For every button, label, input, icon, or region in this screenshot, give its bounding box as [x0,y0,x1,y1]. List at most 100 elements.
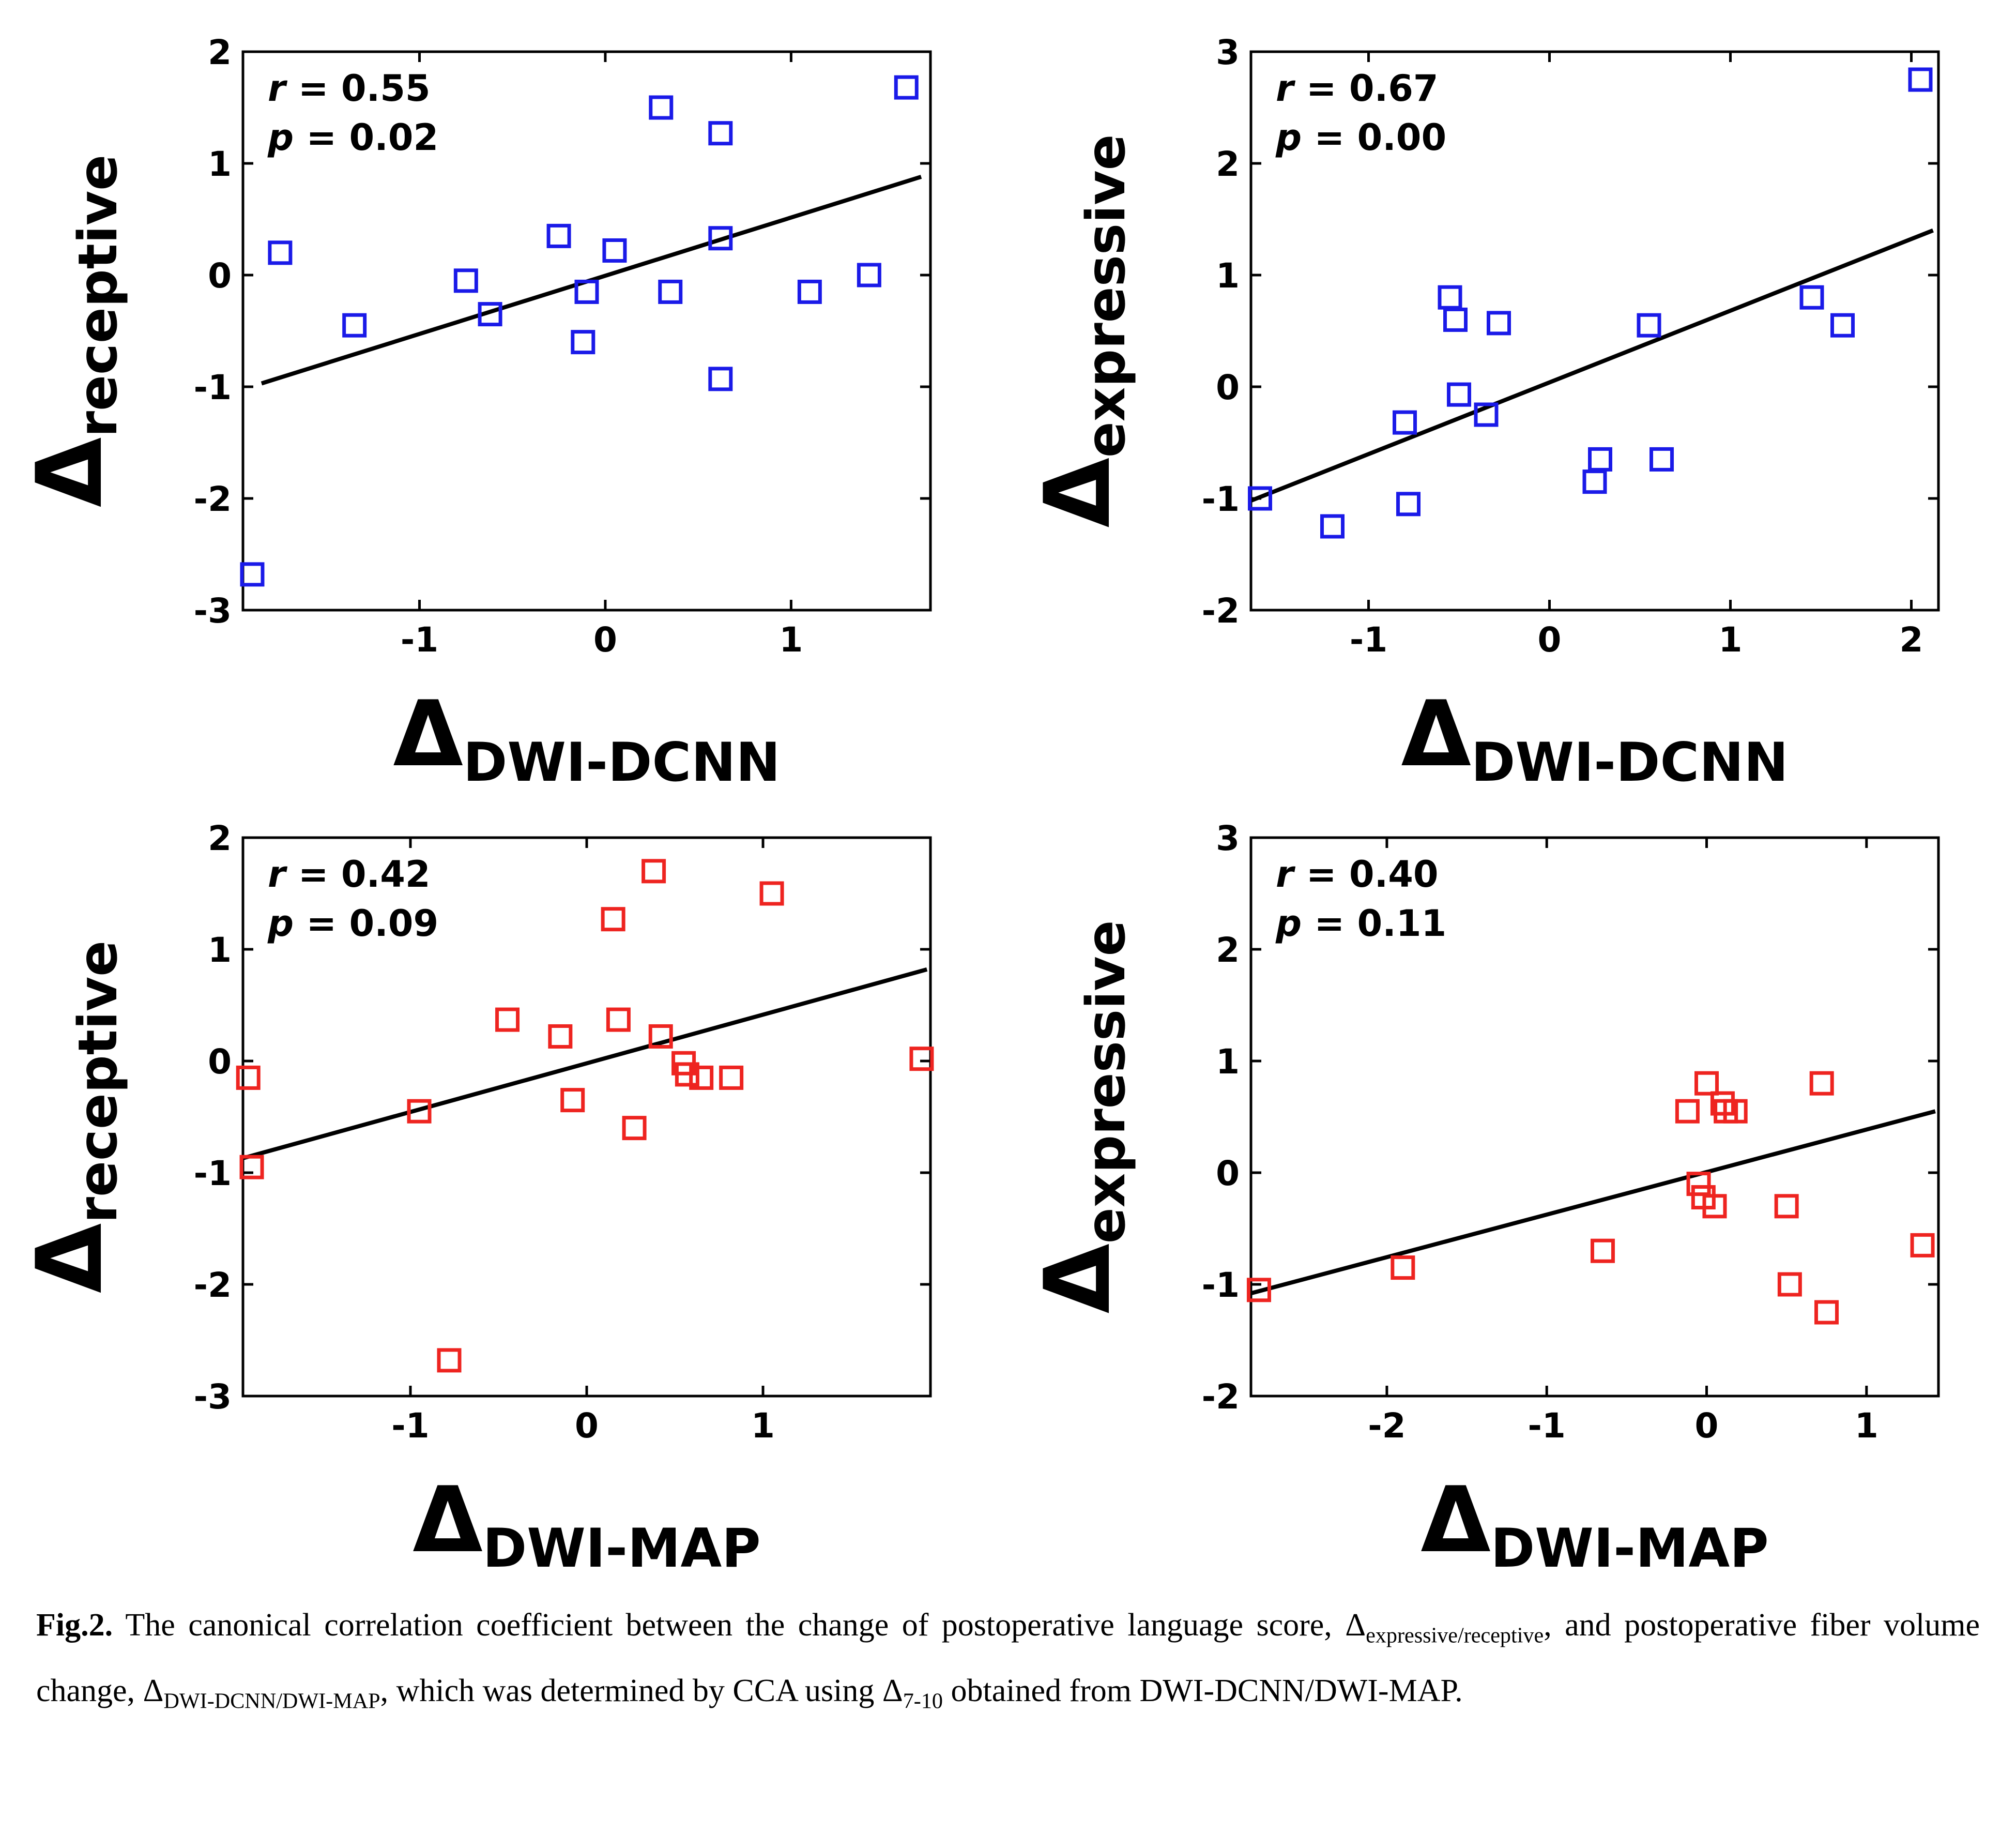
data-point [1702,1194,1727,1219]
data-point [1588,447,1612,472]
plot-expressive-vs-dwi-map: Δexpressive -2 -1 0 1 2 3 -2 -1 0 1 r = 0.40 p = 0.1… [1008,791,2016,1577]
plot-receptive-vs-dwi-dcnn: Δreceptive -3 -2 -1 0 1 2 -1 0 1 r = 0.55 p = 0.02 Δ… [0,5,1008,791]
plot-expressive-vs-dwi-dcnn: Δexpressive -2 -1 0 1 2 3 -1 0 1 2 r = 0.67 p = 0.00… [1008,5,2016,791]
y-tick-label: 1 [208,930,232,970]
data-point [1396,492,1421,517]
y-tick-label: 3 [1216,819,1240,858]
data-point [1710,1091,1735,1116]
caption-text: Δ [1345,1608,1366,1643]
y-axis-label: Δreceptive [18,155,129,507]
r-annotation: r = 0.42 [268,853,431,896]
data-point [1248,486,1272,511]
data-point [648,1024,673,1049]
data-point [1908,67,1933,92]
x-tick-label: 2 [1900,620,1923,660]
y-axis-label: Δexpressive [1026,134,1137,527]
x-axis-label: ΔDWI-MAP [413,1468,760,1577]
data-point [240,562,265,587]
data-point [236,1065,261,1090]
data-point [894,75,919,100]
x-tick-label: 1 [1855,1406,1878,1446]
data-point [708,226,733,251]
y-tick-label: -2 [1202,591,1240,631]
x-tick-label: -1 [391,1406,429,1446]
p-annotation: p = 0.11 [1275,902,1446,945]
x-axis-label: ΔDWI-DCNN [1401,682,1788,791]
y-tick-label: -3 [194,1377,232,1417]
data-point [719,1065,744,1090]
data-point [1393,410,1417,435]
data-point [658,279,683,304]
data-point [1443,307,1468,332]
y-tick-label: 0 [208,256,232,296]
y-tick-label: 0 [208,1042,232,1082]
x-tick-label: -1 [1528,1406,1566,1446]
x-tick-label: 0 [575,1406,599,1446]
data-point [239,1155,264,1179]
y-axis-label: Δreceptive [18,941,129,1293]
data-point [548,1024,573,1049]
scatter-plot: Δexpressive -2 -1 0 1 2 3 -1 0 1 2 r = 0.67 p = 0.00… [1026,33,1940,791]
data-point [622,1116,647,1141]
regression-line [242,967,928,1160]
plot-receptive-vs-dwi-map: Δreceptive -3 -2 -1 0 1 2 -1 0 1 r = 0.42 p = 0.09 Δ… [0,791,1008,1577]
data-point [642,859,666,884]
data-point [602,238,627,263]
data-point [1830,313,1855,338]
r-annotation: r = 0.40 [1276,853,1439,896]
x-tick-label: 1 [751,1406,775,1446]
data-point [759,881,784,906]
data-point [601,907,625,932]
data-point [1582,469,1607,494]
caption-text: Δ [143,1673,164,1709]
caption-text: , which was determined by CCA using [380,1673,882,1709]
data-point [453,268,478,293]
plot-box [1249,836,1940,1398]
data-point [1391,1255,1415,1280]
data-point [1447,382,1471,407]
caption-text: , and postoperative fiber volume change, [36,1608,1980,1709]
data-point [909,1047,934,1071]
caption-subscript: DWI-DCNN/DWI-MAP [163,1689,380,1714]
p-annotation: p = 0.02 [267,116,438,159]
y-tick-label: 1 [1216,256,1240,296]
x-tick-label: 0 [1538,620,1562,660]
caption-subscript: 7-10 [903,1689,943,1714]
caption-subscript: expressive/receptive [1366,1623,1544,1648]
y-tick-label: 2 [1216,930,1240,970]
figure-caption: Fig.2. The canonical correlation coeffic… [36,1593,1980,1724]
x-tick-label: 0 [1695,1406,1719,1446]
caption-text: obtained from DWI-DCNN/DWI-MAP. [942,1673,1463,1709]
data-point [1910,1233,1935,1257]
regression-line [1250,228,1934,503]
y-tick-label: 1 [1216,1042,1240,1082]
data-point [571,330,595,355]
data-point [1487,311,1511,336]
y-tick-label: -2 [194,1265,232,1305]
x-tick-label: 1 [779,620,803,660]
figure-2: Δreceptive -3 -2 -1 0 1 2 -1 0 1 r = 0.55 p = 0.02 Δ… [0,5,2016,1724]
data-point [495,1007,520,1032]
y-tick-label: 2 [208,819,232,858]
caption-text: Δ [882,1673,903,1709]
x-tick-label: -1 [401,620,438,660]
data-point [268,240,293,265]
data-point [1723,1099,1748,1124]
data-point [689,1065,714,1090]
y-tick-label: -1 [194,368,232,407]
plots-grid: Δreceptive -3 -2 -1 0 1 2 -1 0 1 r = 0.55 p = 0.02 Δ… [0,5,2016,1577]
y-tick-label: -1 [1202,1265,1240,1305]
data-point [1686,1172,1711,1196]
y-tick-label: -2 [194,479,232,519]
data-point [1799,285,1824,310]
data-point [437,1348,462,1373]
data-point [1590,1238,1615,1263]
y-tick-label: -3 [194,591,232,631]
y-tick-label: 3 [1216,33,1240,72]
scatter-plot: Δexpressive -2 -1 0 1 2 3 -2 -1 0 1 r = 0.40 p = 0.1… [1026,819,1940,1577]
data-point [1814,1300,1839,1325]
data-point [649,95,674,120]
data-point [857,263,881,287]
data-point [797,279,822,304]
r-annotation: r = 0.67 [1276,67,1439,110]
